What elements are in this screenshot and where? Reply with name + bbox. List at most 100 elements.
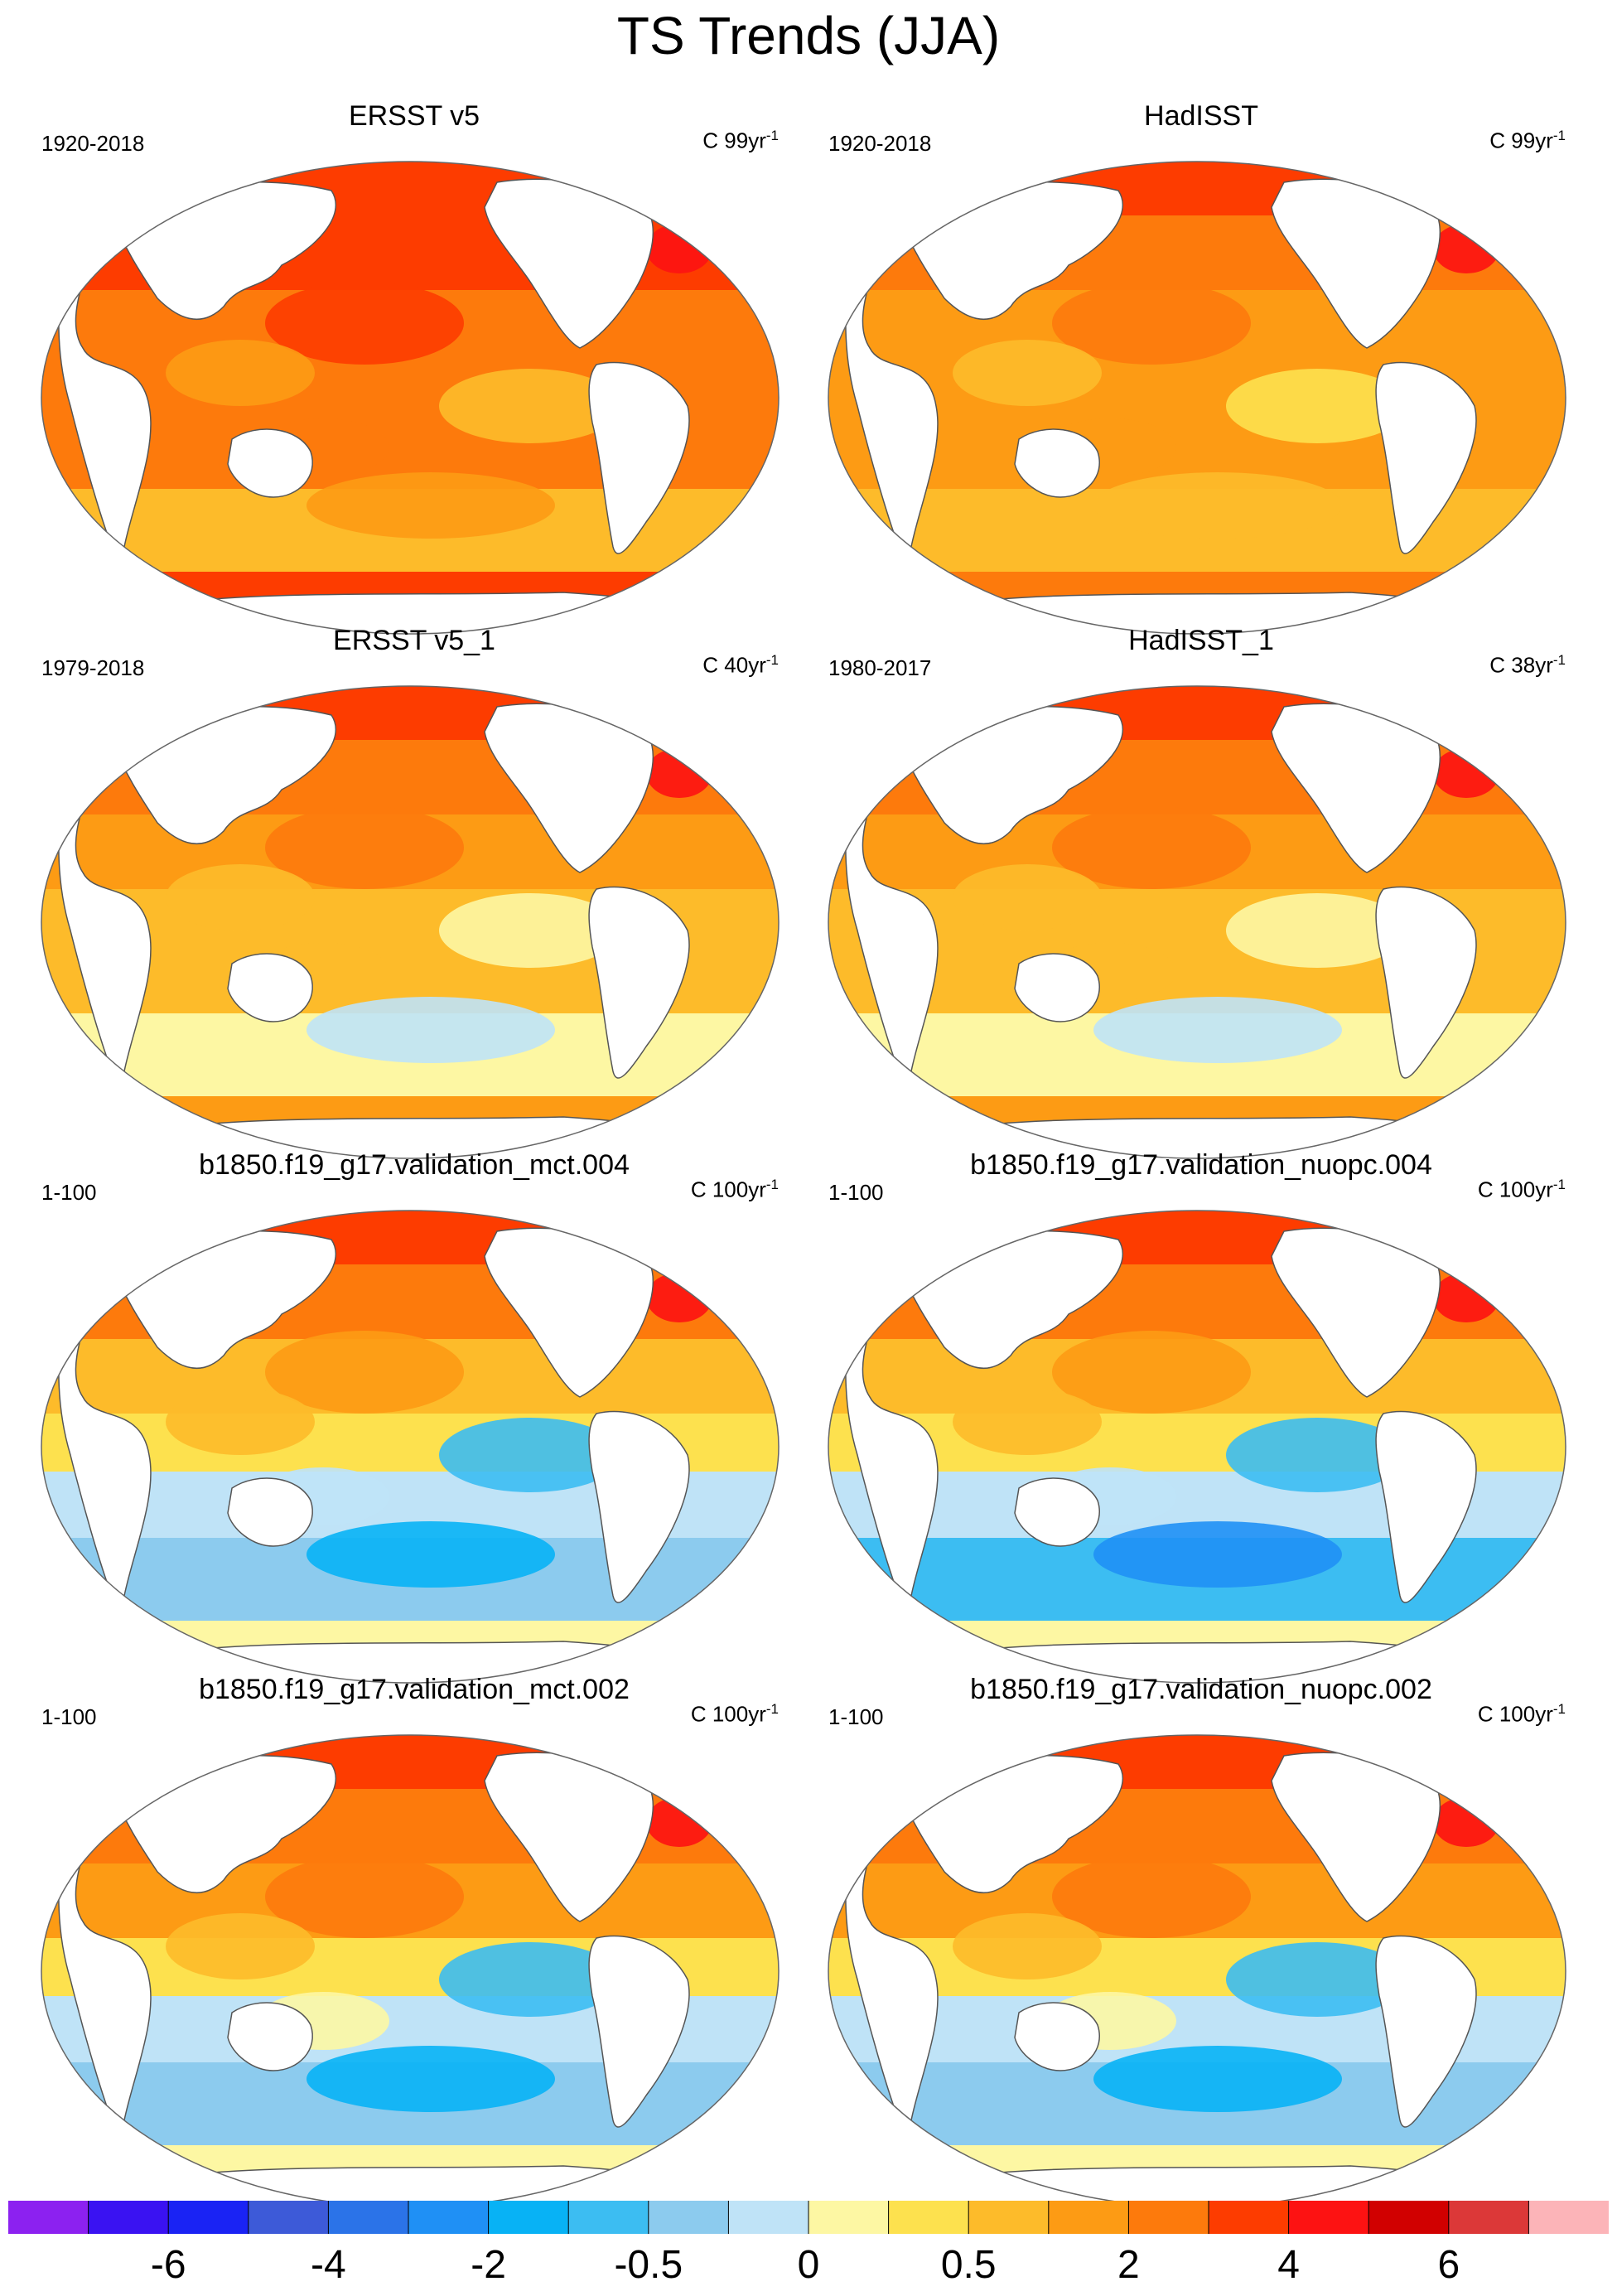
africa-landmass xyxy=(58,1304,152,1597)
panel-title: ERSST v5 xyxy=(348,100,480,132)
colorbar-swatch xyxy=(568,2201,649,2234)
colorbar-swatch xyxy=(1048,2201,1129,2234)
colorbar-tick-label: 4 xyxy=(1277,2243,1300,2287)
trend-anomaly-patch xyxy=(953,864,1102,930)
panel-units-exponent: -1 xyxy=(1552,1701,1566,1717)
panel-period: 1-100 xyxy=(41,1180,97,1205)
panel-units-text: C 40yr xyxy=(702,652,766,678)
map-projection-border xyxy=(41,685,780,1159)
panel-units-exponent: -1 xyxy=(765,1177,779,1192)
australia-landmass xyxy=(227,2002,313,2071)
colorbar-swatch xyxy=(1288,2201,1369,2234)
figure-title: TS Trends (JJA) xyxy=(616,6,1001,65)
ocean-trend-band xyxy=(828,1211,1566,1264)
map-plot xyxy=(41,685,780,1159)
map-plot xyxy=(828,1210,1566,1684)
greenland-landmass xyxy=(658,172,710,226)
colorbar-tick-label: -4 xyxy=(311,2243,346,2287)
trend-anomaly-patch xyxy=(953,1913,1102,1979)
africa-landmass xyxy=(845,780,939,1072)
panel-units-exponent: -1 xyxy=(765,128,779,143)
panel-title: HadISST_1 xyxy=(1128,625,1274,656)
trend-anomaly-patch xyxy=(646,748,712,798)
africa-landmass xyxy=(845,255,939,548)
panel-units: C 100yr-1 xyxy=(691,1701,779,1728)
trend-anomaly-patch xyxy=(1226,1942,1408,2017)
africa-landmass xyxy=(58,255,152,548)
panel-units-text: C 100yr xyxy=(690,1177,766,1202)
trend-anomaly-patch xyxy=(166,1913,315,1979)
trend-anomaly-patch xyxy=(1226,1418,1408,1492)
colorbar-swatch xyxy=(728,2201,809,2234)
colorbar-swatch xyxy=(88,2201,169,2234)
map-projection-border xyxy=(41,161,780,635)
trend-anomaly-patch xyxy=(439,1942,621,2017)
panel-title: b1850.f19_g17.validation_mct.004 xyxy=(199,1149,630,1181)
panel-period: 1920-2018 xyxy=(828,131,932,156)
panel-period: 1979-2018 xyxy=(41,655,145,680)
greenland-landmass xyxy=(1445,1221,1497,1275)
map-projection-border xyxy=(828,1210,1566,1684)
panel-title: b1850.f19_g17.validation_nuopc.004 xyxy=(970,1149,1432,1181)
trend-anomaly-patch xyxy=(1052,282,1251,365)
australia-landmass xyxy=(1014,953,1100,1022)
trend-anomaly-patch xyxy=(265,806,464,889)
trend-anomaly-patch xyxy=(166,864,315,930)
ocean-trend-band xyxy=(41,1211,779,1264)
map-plot xyxy=(828,161,1566,635)
trend-anomaly-patch xyxy=(1093,472,1342,539)
south-america-landmass xyxy=(1375,361,1477,554)
trend-anomaly-patch xyxy=(265,282,464,365)
map-plot xyxy=(828,1734,1566,2208)
trend-anomaly-patch xyxy=(1052,1855,1251,1938)
south-america-landmass xyxy=(1375,886,1477,1079)
greenland-landmass xyxy=(658,1221,710,1275)
trend-anomaly-patch xyxy=(1433,1273,1499,1322)
south-america-landmass xyxy=(1375,1935,1477,2128)
colorbar-swatch xyxy=(1128,2201,1209,2234)
map-projection-border xyxy=(828,685,1566,1159)
greenland-landmass xyxy=(1445,1746,1497,1800)
trend-anomaly-patch xyxy=(1052,806,1251,889)
panel-title: b1850.f19_g17.validation_nuopc.002 xyxy=(970,1674,1432,1705)
panel-units: C 99yr-1 xyxy=(702,128,779,154)
map-panel: b1850.f19_g17.validation_mct.004 1-100 C 1… xyxy=(33,1148,795,1684)
colorbar-swatch xyxy=(1209,2201,1290,2234)
ocean-trend-band xyxy=(41,686,779,740)
trend-anomaly-patch xyxy=(307,1521,555,1588)
panel-units-text: C 100yr xyxy=(1477,1177,1553,1202)
trend-anomaly-patch xyxy=(1093,2046,1342,2112)
map-panel: b1850.f19_g17.validation_mct.002 1-100 C 1… xyxy=(33,1673,795,2208)
colorbar-tick-label: -2 xyxy=(471,2243,506,2287)
trend-anomaly-patch xyxy=(1093,997,1342,1063)
panel-period: 1920-2018 xyxy=(41,131,145,156)
colorbar xyxy=(8,2201,1609,2234)
panel-units: C 100yr-1 xyxy=(691,1177,779,1203)
colorbar-swatch xyxy=(968,2201,1050,2234)
panel-units-text: C 99yr xyxy=(1489,128,1553,153)
colorbar-swatch xyxy=(488,2201,569,2234)
panel-units-exponent: -1 xyxy=(1552,652,1566,668)
colorbar-tick-label: 2 xyxy=(1117,2243,1140,2287)
trend-anomaly-patch xyxy=(1093,1521,1342,1588)
trend-anomaly-patch xyxy=(1433,224,1499,273)
greenland-landmass xyxy=(1445,697,1497,751)
trend-anomaly-patch xyxy=(265,1855,464,1938)
colorbar-tick-label: 0.5 xyxy=(940,2243,997,2287)
ocean-trend-band xyxy=(828,1735,1566,1789)
greenland-landmass xyxy=(658,1746,710,1800)
map-panel: b1850.f19_g17.validation_nuopc.002 1-100 C… xyxy=(820,1673,1582,2208)
colorbar-tick-label: 0 xyxy=(797,2243,820,2287)
south-america-landmass xyxy=(588,361,690,554)
ocean-trend-band xyxy=(828,162,1566,215)
greenland-landmass xyxy=(1445,172,1497,226)
colorbar-swatch xyxy=(8,2201,89,2234)
colorbar-tick-label: -6 xyxy=(150,2243,186,2287)
australia-landmass xyxy=(1014,1477,1100,1547)
map-plot xyxy=(41,1734,780,2208)
colorbar-swatch xyxy=(168,2201,249,2234)
colorbar-tick-label: 6 xyxy=(1437,2243,1460,2287)
colorbar-swatch xyxy=(408,2201,490,2234)
south-america-landmass xyxy=(588,886,690,1079)
trend-anomaly-patch xyxy=(646,1273,712,1322)
